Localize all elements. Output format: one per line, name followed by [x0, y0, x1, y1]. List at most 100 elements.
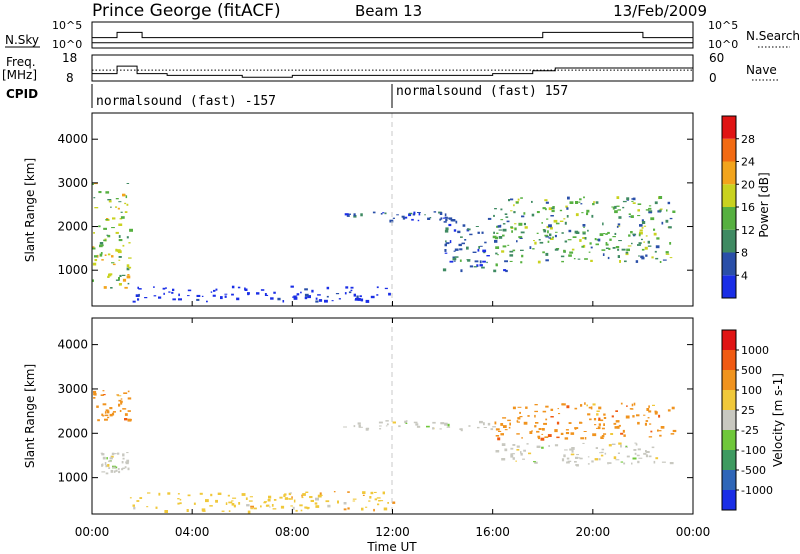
data-cell: [603, 423, 605, 426]
data-cell: [479, 420, 483, 424]
data-cell: [599, 233, 604, 236]
data-cell: [617, 225, 621, 227]
data-cell: [523, 421, 528, 425]
data-cell: [544, 199, 548, 202]
power-ytick: 1000: [57, 263, 88, 277]
data-cell: [638, 457, 643, 459]
data-cell: [510, 447, 514, 450]
power-colorbar: 4 8 12 16 20 24 28: [721, 115, 755, 299]
data-cell: [122, 244, 125, 247]
data-cell: [108, 467, 111, 469]
data-cell: [477, 248, 480, 252]
data-cell: [315, 505, 320, 508]
data-cell: [474, 260, 479, 263]
data-cell: [344, 292, 347, 295]
data-cell: [361, 507, 364, 511]
data-cell: [127, 467, 130, 471]
data-cell: [538, 239, 541, 241]
data-cell: [121, 468, 124, 471]
data-cell: [499, 224, 502, 227]
data-cell: [213, 289, 216, 292]
data-cell: [121, 461, 124, 464]
data-cell: [443, 221, 447, 223]
data-cell: [648, 405, 650, 408]
data-cell: [571, 447, 575, 450]
power-colorbar-swatch: [722, 116, 736, 139]
data-cell: [545, 235, 549, 238]
data-cell: [648, 455, 652, 458]
data-cell: [384, 212, 387, 215]
data-cell: [477, 426, 480, 429]
data-cell: [127, 274, 130, 276]
data-cell: [484, 241, 487, 244]
data-cell: [584, 237, 587, 240]
data-cell: [493, 269, 497, 273]
data-cell: [118, 259, 121, 261]
data-cell: [411, 218, 414, 221]
data-cell: [624, 260, 627, 263]
data-cell: [247, 292, 250, 295]
data-cell: [444, 213, 447, 217]
data-cell: [119, 409, 122, 412]
data-cell: [618, 240, 622, 242]
data-cell: [379, 425, 382, 427]
data-cell: [497, 437, 501, 441]
data-cell: [264, 294, 269, 296]
data-cell: [518, 222, 523, 226]
data-cell: [107, 416, 110, 419]
data-cell: [177, 502, 180, 505]
power-ytick: 2000: [57, 220, 88, 234]
data-cell: [324, 299, 328, 303]
data-cell: [92, 246, 95, 248]
data-cell: [569, 251, 574, 254]
data-cell: [171, 291, 174, 294]
data-cell: [649, 423, 652, 425]
data-cell: [533, 240, 535, 242]
data-cell: [570, 453, 575, 456]
data-cell: [373, 508, 375, 512]
data-cell: [122, 193, 125, 197]
data-cell: [444, 249, 447, 252]
data-cell: [494, 421, 497, 425]
data-cell: [643, 241, 645, 243]
data-cell: [505, 269, 508, 273]
data-cell: [102, 394, 106, 396]
data-cell: [127, 418, 132, 422]
data-cell: [584, 437, 587, 440]
data-cell: [521, 437, 523, 439]
data-cell: [654, 411, 658, 415]
data-cell: [105, 191, 110, 194]
power-region: [344, 211, 456, 223]
data-cell: [519, 237, 523, 239]
data-cell: [548, 445, 550, 447]
data-cell: [93, 393, 95, 396]
data-cell: [611, 443, 616, 445]
data-cell: [93, 232, 95, 234]
data-cell: [631, 403, 634, 407]
data-cell: [107, 253, 111, 256]
data-cell: [486, 261, 488, 264]
noise-right-tick-low: 10^0: [708, 38, 738, 51]
data-cell: [508, 199, 510, 202]
power-colorbar-tick: 4: [741, 269, 748, 282]
data-cell: [327, 504, 331, 508]
data-cell: [127, 390, 130, 393]
data-cell: [509, 254, 514, 257]
freq-left-tick-high: 18: [62, 51, 77, 65]
data-cell: [378, 500, 381, 502]
data-cell: [648, 210, 653, 214]
data-cell: [666, 209, 668, 212]
data-cell: [469, 233, 473, 236]
data-cell: [366, 427, 370, 430]
data-cell: [607, 256, 610, 260]
data-cell: [512, 444, 516, 446]
data-cell: [271, 504, 274, 507]
velocity-region: [494, 402, 677, 441]
data-cell: [178, 298, 182, 301]
time-axis-label: Time UT: [366, 540, 417, 554]
data-cell: [643, 452, 647, 455]
data-cell: [641, 227, 644, 229]
data-cell: [586, 212, 589, 216]
data-cell: [118, 235, 121, 238]
data-cell: [546, 225, 549, 229]
